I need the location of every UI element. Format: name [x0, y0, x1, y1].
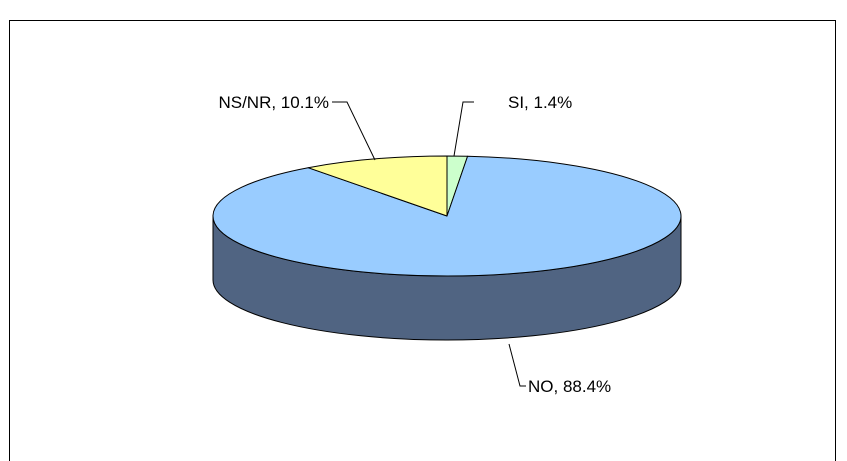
pie-slice-ns-nr [307, 155, 448, 217]
data-label-no: NO, 88.4% [528, 377, 611, 396]
leader-line-ns-nr [332, 101, 376, 161]
data-label-si: SI, 1.4% [508, 93, 572, 112]
data-label-ns-nr: NS/NR, 10.1% [218, 93, 329, 112]
slice-labels: SI, 1.4% NO, 88.4% NS/NR, 10.1% [218, 93, 611, 396]
pie-group [212, 155, 682, 341]
leader-line-no [508, 343, 526, 387]
leader-line-si [453, 101, 474, 157]
